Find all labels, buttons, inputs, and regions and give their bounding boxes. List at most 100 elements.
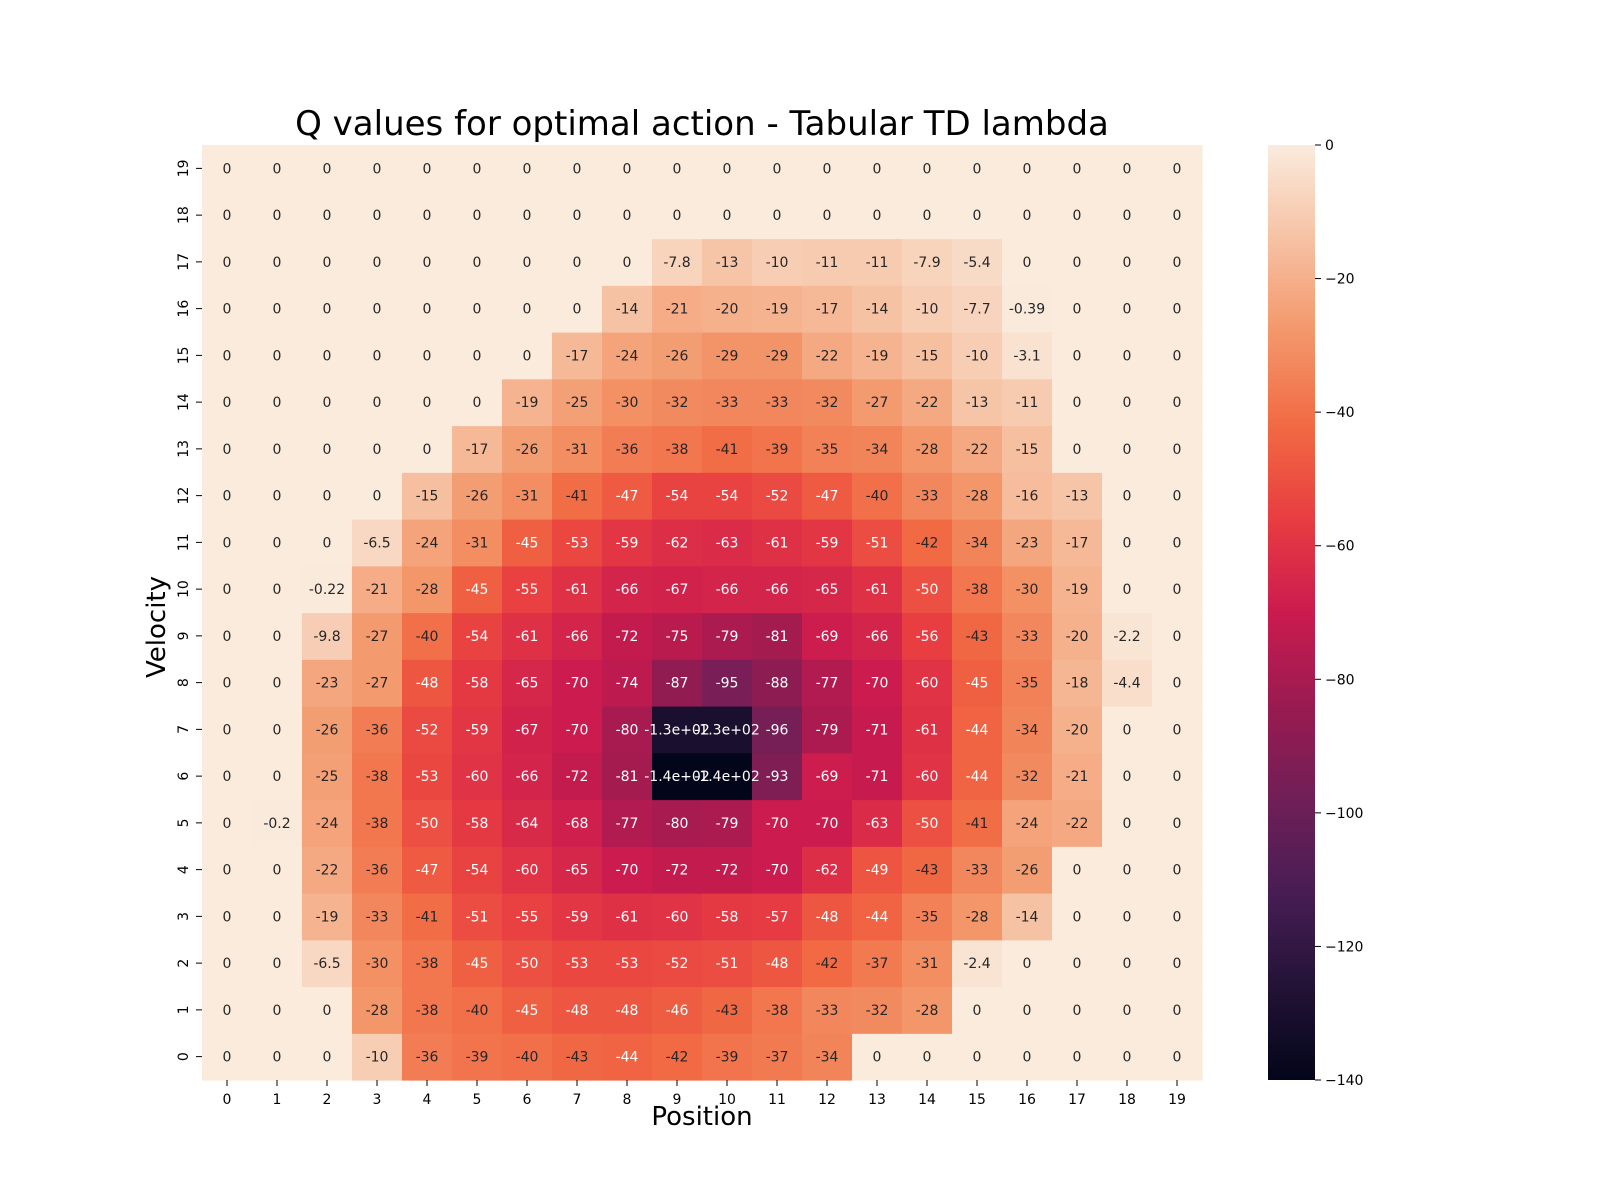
heatmap-cell (902, 612, 953, 660)
cell-value-label: -60 (666, 909, 689, 925)
heatmap-cell (452, 1033, 503, 1081)
cell-value-label: -52 (416, 722, 439, 738)
cell-value-label: 0 (273, 582, 282, 598)
heatmap-cell (752, 1033, 803, 1081)
heatmap-cell (502, 706, 553, 754)
heatmap-cell (602, 285, 653, 333)
cell-value-label: -25 (566, 395, 589, 411)
heatmap-cell (802, 238, 853, 286)
cell-value-label: -60 (466, 769, 489, 785)
heatmap-cell (552, 939, 603, 988)
heatmap-cell (352, 332, 403, 380)
heatmap-cell (602, 612, 653, 660)
cell-value-label: 0 (1173, 535, 1182, 551)
cell-value-label: 0 (1023, 255, 1032, 271)
cell-value-label: 0 (273, 395, 282, 411)
cell-value-label: 0 (373, 348, 382, 364)
heatmap-cell (252, 986, 303, 1034)
heatmap-cell (302, 799, 353, 847)
heatmap-cell (202, 472, 253, 520)
heatmap-cell (1052, 659, 1103, 707)
heatmap-cell (902, 846, 953, 894)
cell-value-label: -33 (716, 395, 739, 411)
cell-value-label: -36 (616, 442, 639, 458)
heatmap-cell-labels: 0 0 0 -10 -36 -39 -40 -43 -44 -42 -39 -37 -34 0 0 0 0 0 0 0… (223, 161, 1182, 1065)
cell-value-label: -19 (1066, 582, 1089, 598)
cell-value-label: 0 (1073, 1050, 1082, 1066)
cell-value-label: 0 (273, 676, 282, 692)
cell-value-label: 0 (573, 255, 582, 271)
cell-value-label: -80 (666, 816, 689, 832)
heatmap-cell (952, 752, 1003, 801)
cell-value-label: 0 (1173, 1050, 1182, 1066)
cell-value-label: 0 (1173, 1003, 1182, 1019)
cell-value-label: -52 (666, 956, 689, 972)
cell-value-label: -39 (466, 1050, 489, 1066)
y-tick-label: 14 (176, 393, 192, 411)
heatmap-cell (452, 519, 503, 567)
cell-value-label: -28 (966, 909, 989, 925)
cell-value-label: -1.4e+02 (694, 769, 759, 785)
heatmap-cell (752, 706, 803, 754)
heatmap-cell (552, 519, 603, 567)
heatmap-cell (852, 659, 903, 707)
heatmap-cell (552, 799, 603, 847)
cell-value-label: 0 (473, 161, 482, 177)
x-tick-label: 9 (673, 1092, 682, 1108)
heatmap-cell (552, 1033, 603, 1081)
heatmap-cell (202, 986, 253, 1034)
heatmap-cell (352, 425, 403, 473)
cell-value-label: -13 (716, 255, 739, 271)
heatmap-cell (902, 939, 953, 988)
heatmap-cell (902, 799, 953, 847)
cell-value-label: -15 (916, 348, 939, 364)
heatmap-cell (1102, 893, 1153, 941)
cell-value-label: 0 (273, 442, 282, 458)
heatmap-cell (352, 378, 403, 427)
x-tick-label: 18 (1118, 1092, 1136, 1108)
heatmap-cell (1152, 285, 1203, 333)
heatmap-cell (452, 191, 503, 240)
cell-value-label: -72 (716, 863, 739, 879)
heatmap-cell (402, 659, 453, 707)
heatmap-cell (202, 612, 253, 660)
cell-value-label: -21 (366, 582, 389, 598)
cell-value-label: 0 (273, 255, 282, 271)
heatmap-cell (202, 706, 253, 754)
cell-value-label: -36 (416, 1050, 439, 1066)
cell-value-label: -16 (1016, 489, 1039, 505)
heatmap-cell (452, 425, 503, 473)
heatmap-cell (302, 939, 353, 988)
cell-value-label: 0 (1123, 395, 1132, 411)
cell-value-label: 0 (823, 161, 832, 177)
cell-value-label: -66 (566, 629, 589, 645)
cell-value-label: 0 (273, 208, 282, 224)
heatmap-cell (652, 893, 703, 941)
cell-value-label: -22 (966, 442, 989, 458)
cell-value-label: -46 (666, 1003, 689, 1019)
cell-value-label: -1.4e+02 (644, 769, 709, 785)
cell-value-label: -43 (966, 629, 989, 645)
cell-value-label: -7.9 (913, 255, 940, 271)
heatmap-cell (552, 332, 603, 380)
heatmap-cell (1052, 799, 1103, 847)
cell-value-label: 0 (1123, 255, 1132, 271)
heatmap-cell (852, 425, 903, 473)
cell-value-label: 0 (273, 1003, 282, 1019)
heatmap-cell (302, 472, 353, 520)
cell-value-label: -9.8 (313, 629, 340, 645)
heatmap-cell (702, 659, 753, 707)
cell-value-label: 0 (1123, 489, 1132, 505)
cell-value-label: -19 (766, 302, 789, 318)
heatmap-cell (552, 285, 603, 333)
heatmap-cell (702, 799, 753, 847)
heatmap-cell (552, 706, 603, 754)
cell-value-label: -67 (666, 582, 689, 598)
cell-value-label: -68 (566, 816, 589, 832)
cell-value-label: 0 (1173, 956, 1182, 972)
heatmap-cell (852, 238, 903, 286)
heatmap-cell (1152, 332, 1203, 380)
cell-value-label: 0 (1073, 255, 1082, 271)
heatmap-cell (802, 332, 853, 380)
cell-value-label: -36 (366, 722, 389, 738)
